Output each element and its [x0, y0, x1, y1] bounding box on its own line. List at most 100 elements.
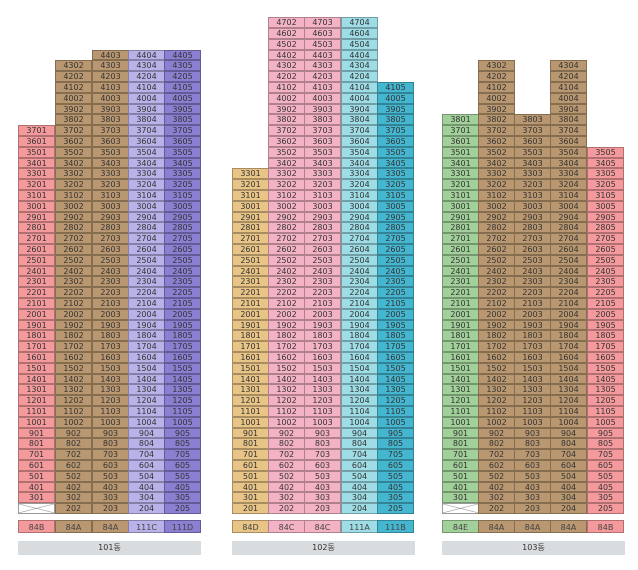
- unit-cell: 3702: [268, 125, 305, 136]
- unit-cell: 4002: [268, 92, 305, 104]
- unit-cell: 2602: [268, 244, 305, 255]
- unit-cell: 1904: [128, 319, 165, 331]
- unit-cell: 2901: [232, 211, 269, 223]
- unit-cell: 2703: [514, 233, 551, 244]
- unit-cell: 705: [587, 449, 624, 460]
- unit-cell: 2505: [377, 254, 414, 266]
- unit-cell: 4105: [164, 82, 201, 93]
- unit-cell: 1104: [550, 406, 587, 417]
- unit-cell: 601: [232, 460, 269, 471]
- unit-cell: 2302: [55, 276, 92, 288]
- unit-cell: 1001: [232, 416, 269, 428]
- unit-cell: 2401: [442, 265, 479, 277]
- unit-type-label: 84A: [92, 520, 129, 533]
- unit-cell: 4303: [92, 60, 129, 72]
- unit-cell: 2304: [550, 276, 587, 288]
- unit-cell: 2305: [377, 276, 414, 288]
- unit-cell: 4103: [304, 82, 341, 93]
- unit-cell: 2802: [268, 222, 305, 234]
- unit-cell: 2401: [232, 265, 269, 277]
- unit-cell: 2701: [232, 233, 269, 244]
- unit-cell: 2502: [55, 254, 92, 266]
- unit-cell: 2802: [55, 222, 92, 234]
- unit-cell: 3204: [128, 179, 165, 190]
- unit-cell: 3703: [304, 125, 341, 136]
- unit-cell: 1003: [514, 416, 551, 428]
- unit-cell: 3305: [164, 168, 201, 180]
- unit-cell: 2101: [442, 298, 479, 309]
- unit-cell: 1602: [268, 352, 305, 363]
- unit-cell: 2604: [341, 244, 378, 255]
- unit-cell: 504: [550, 470, 587, 482]
- unit-cell: 1703: [304, 341, 341, 352]
- unit-cell: 4002: [478, 92, 515, 104]
- unit-cell: 3603: [514, 136, 551, 147]
- unit-cell: 2904: [341, 211, 378, 223]
- unit-cell: 2001: [232, 308, 269, 320]
- unit-cell: 1902: [55, 319, 92, 331]
- unit-cell: 1203: [92, 395, 129, 406]
- unit-cell: 501: [442, 470, 479, 482]
- unit-cell: 2501: [232, 254, 269, 266]
- unit-cell: 1201: [232, 395, 269, 406]
- unit-cell: 1304: [128, 384, 165, 396]
- unit-cell: 1801: [232, 330, 269, 342]
- unit-cell: 601: [442, 460, 479, 471]
- unit-cell: 204: [341, 503, 378, 514]
- unit-cell: 1603: [304, 352, 341, 363]
- unit-cell: 1502: [268, 362, 305, 374]
- unit-cell: 2205: [377, 287, 414, 298]
- unit-type-label: 84A: [478, 520, 515, 533]
- unit-cell: 1203: [514, 395, 551, 406]
- unit-cell: 1605: [164, 352, 201, 363]
- unit-cell: 1503: [304, 362, 341, 374]
- unit-cell: 1604: [128, 352, 165, 363]
- unit-cell: 4303: [304, 60, 341, 72]
- unit-cell: 3001: [442, 200, 479, 212]
- unit-cell: 3004: [128, 200, 165, 212]
- unit-cell: 301: [442, 492, 479, 504]
- unit-cell: 802: [55, 438, 92, 450]
- unit-cell: 3202: [55, 179, 92, 190]
- unit-cell: 3604: [341, 136, 378, 147]
- unit-cell: 904: [550, 427, 587, 439]
- unit-cell: 2402: [55, 265, 92, 277]
- unit-cell: 1104: [128, 406, 165, 417]
- unit-cell: 3301: [442, 168, 479, 180]
- building-name: 102동: [232, 541, 415, 555]
- unit-cell: 501: [232, 470, 269, 482]
- unit-cell: 804: [341, 438, 378, 450]
- unit-cell: 305: [377, 492, 414, 504]
- unit-cell: 3405: [587, 157, 624, 169]
- unit-cell: 202: [55, 503, 92, 514]
- unit-cell: 3705: [164, 125, 201, 136]
- unit-cell: 3902: [55, 103, 92, 115]
- unit-cell: 3404: [128, 157, 165, 169]
- unit-cell: 4304: [128, 60, 165, 72]
- unit-cell: 4202: [478, 71, 515, 82]
- unit-cell: 702: [55, 449, 92, 460]
- unit-cell: 4704: [341, 17, 378, 28]
- unit-cell: 1801: [18, 330, 55, 342]
- unit-cell: 2104: [341, 298, 378, 309]
- unit-cell: 1701: [18, 341, 55, 352]
- unit-cell: 1701: [442, 341, 479, 352]
- unit-cell: 1403: [514, 373, 551, 385]
- unit-cell: 605: [587, 460, 624, 471]
- unit-cell: 3201: [232, 179, 269, 190]
- unit-cell: 801: [232, 438, 269, 450]
- unit-cell: 901: [442, 427, 479, 439]
- unit-cell: 4102: [478, 82, 515, 93]
- unit-cell: 803: [92, 438, 129, 450]
- unit-cell: 3304: [550, 168, 587, 180]
- unit-cell: 3504: [341, 146, 378, 158]
- unit-cell: 1502: [478, 362, 515, 374]
- unit-cell: 3802: [268, 114, 305, 126]
- unit-cell: 2803: [92, 222, 129, 234]
- unit-cell: 3102: [478, 190, 515, 201]
- unit-type-label: 84A: [550, 520, 587, 533]
- unit-cell: 3702: [55, 125, 92, 136]
- unit-cell: 4304: [550, 60, 587, 72]
- unit-cell: 4005: [377, 92, 414, 104]
- unit-cell: 2801: [232, 222, 269, 234]
